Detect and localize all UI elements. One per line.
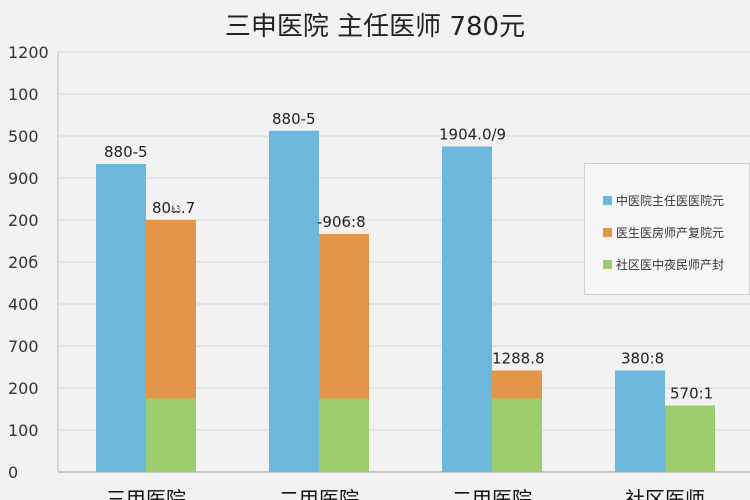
legend-item: 社区医中夜民师产封 [603,248,749,280]
data-label: 570:1 [670,385,713,403]
y-tick-label: 200 [8,211,39,230]
x-category-label: 三甲医院 [106,487,186,500]
x-category-label: 二甲医院 [279,487,359,500]
legend-swatch [603,259,612,269]
bar [665,405,715,472]
legend-label: 中医院主任医医院元 [616,193,725,208]
y-tick-label: 0 [8,463,18,482]
y-tick-label: 100 [8,85,39,104]
legend-swatch [603,195,612,205]
bar [492,370,542,399]
bar [146,220,196,399]
data-label: 1288.8 [492,350,545,368]
data-label: 80ಟ.7 [152,199,195,217]
bar [269,130,319,472]
data-label: 880-5 [272,110,316,128]
y-tick-label: 100 [8,421,39,440]
chart-title: 三申医院 主任医师 780元 [224,12,526,42]
legend-item: 医生医房师产复院元 [603,216,749,248]
legend-label: 医生医房师产复院元 [616,225,725,240]
bar [319,398,369,472]
y-tick-label: 700 [8,337,39,356]
bar [615,370,665,472]
data-label: 880-5 [104,143,148,161]
y-tick-label: 1200 [8,43,49,62]
data-label: -906:8 [317,213,366,231]
y-tick-label: 500 [8,127,39,146]
bar [492,398,542,472]
data-label: 380:8 [621,350,664,368]
x-category-label: 社区医师 [625,487,705,500]
bar [442,146,492,472]
legend: 中医院主任医医院元 医生医房师产复院元 社区医中夜民师产封 [584,163,750,295]
x-category-label: 二甲医院 [452,487,532,500]
bar [146,398,196,472]
data-label: 1904.0/9 [439,126,506,144]
y-tick-label: 900 [8,169,39,188]
bar [319,234,369,399]
y-tick-label: 200 [8,379,39,398]
y-tick-label: 400 [8,295,39,314]
y-tick-label: 20б [8,253,38,272]
legend-swatch [603,227,612,237]
legend-item: 中医院主任医医院元 [603,184,749,216]
bar [96,164,146,472]
legend-label: 社区医中夜民师产封 [616,257,725,272]
